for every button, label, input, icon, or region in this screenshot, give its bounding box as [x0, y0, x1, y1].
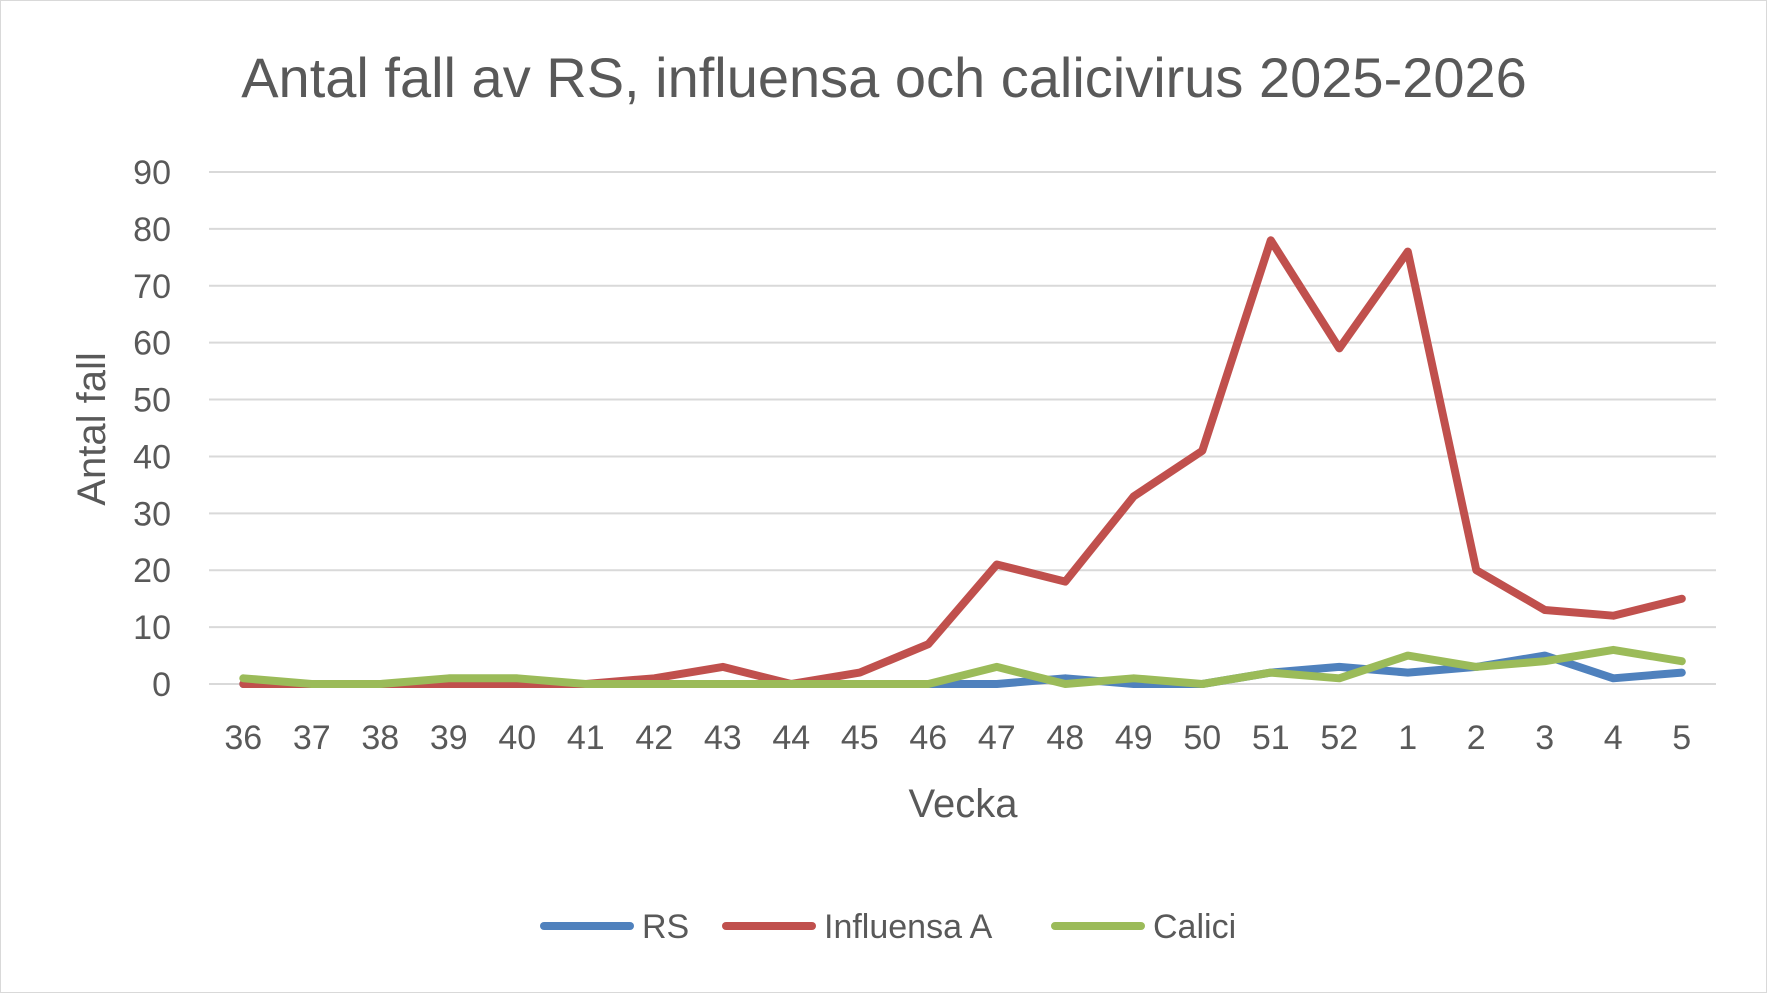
x-tick-5: 5 — [1672, 719, 1691, 757]
x-tick-43: 43 — [704, 719, 742, 757]
x-tick-51: 51 — [1252, 719, 1290, 757]
x-tick-1: 1 — [1398, 719, 1417, 757]
x-tick-3: 3 — [1535, 719, 1554, 757]
x-tick-44: 44 — [772, 719, 810, 757]
gridlines — [209, 171, 1716, 685]
x-tick-36: 36 — [224, 719, 262, 757]
legend-label-rs: RS — [642, 908, 689, 946]
y-tick-20: 20 — [133, 552, 171, 590]
series-line-calici — [239, 645, 1686, 688]
x-tick-4: 4 — [1604, 719, 1623, 757]
x-tick-49: 49 — [1115, 719, 1153, 757]
y-tick-90: 90 — [133, 154, 171, 192]
y-tick-50: 50 — [133, 382, 171, 420]
x-axis-label: Vecka — [909, 782, 1019, 826]
x-tick-52: 52 — [1320, 719, 1358, 757]
x-tick-41: 41 — [567, 719, 605, 757]
y-axis-ticks: 0 10 20 30 40 50 60 70 80 90 — [133, 154, 171, 704]
legend-label-calici: Calici — [1153, 908, 1236, 946]
x-tick-39: 39 — [430, 719, 468, 757]
y-tick-10: 10 — [133, 609, 171, 647]
x-tick-40: 40 — [498, 719, 536, 757]
x-tick-37: 37 — [293, 719, 331, 757]
x-tick-45: 45 — [841, 719, 879, 757]
y-tick-40: 40 — [133, 438, 171, 476]
legend-label-influensa-a: Influensa A — [824, 908, 993, 946]
x-tick-38: 38 — [361, 719, 399, 757]
x-tick-48: 48 — [1046, 719, 1084, 757]
series-lines — [239, 236, 1686, 688]
x-axis-ticks: 36 37 38 39 40 41 42 43 44 45 46 47 48 49 50 51 52 1 2 3 4 5 — [224, 719, 1691, 757]
x-tick-2: 2 — [1467, 719, 1486, 757]
y-tick-80: 80 — [133, 211, 171, 249]
x-tick-42: 42 — [635, 719, 673, 757]
x-tick-50: 50 — [1183, 719, 1221, 757]
series-line-influensa-a — [239, 236, 1686, 688]
legend: RS Influensa A Calici — [540, 908, 1236, 946]
y-tick-0: 0 — [152, 666, 171, 704]
chart-title: Antal fall av RS, influensa och calicivi… — [241, 46, 1527, 109]
x-tick-46: 46 — [909, 719, 947, 757]
y-axis-label: Antal fall — [70, 352, 114, 505]
y-tick-30: 30 — [133, 495, 171, 533]
y-tick-70: 70 — [133, 268, 171, 306]
x-tick-47: 47 — [978, 719, 1016, 757]
y-tick-60: 60 — [133, 325, 171, 363]
